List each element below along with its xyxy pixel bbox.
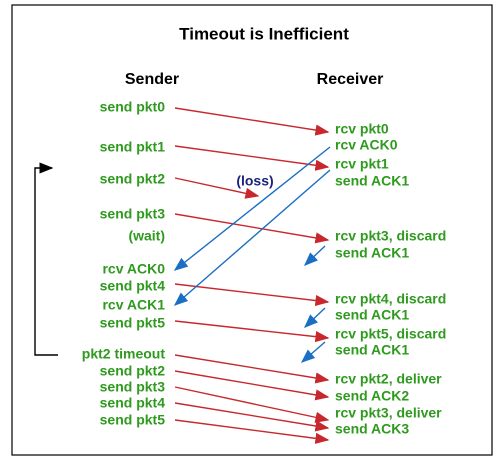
receiver-label: rcv pkt4, discard: [335, 291, 446, 307]
sender-label: send pkt5: [100, 315, 166, 331]
receiver-label: rcv pkt0: [335, 121, 389, 137]
arrow: [173, 169, 331, 306]
receiver-label: send ACK1: [335, 173, 409, 189]
receiver-label: rcv pkt1: [335, 156, 389, 172]
ack-arrows: [173, 146, 331, 363]
sender-label: send pkt1: [100, 139, 166, 155]
receiver-label: send ACK1: [335, 307, 409, 323]
loss-annotation: (loss): [236, 173, 273, 189]
sender-label: send pkt5: [100, 412, 166, 428]
receiver-label: rcv pkt5, discard: [335, 326, 446, 342]
packet-arrows: [174, 107, 330, 444]
frame: [11, 4, 493, 456]
arrow: [303, 245, 326, 266]
arrow: [174, 320, 330, 343]
sender-label: send pkt3: [100, 206, 166, 222]
receiver-header: Receiver: [317, 71, 384, 88]
sender-header: Sender: [125, 71, 179, 88]
receiver-label: send ACK2: [335, 388, 409, 404]
title: Timeout is Inefficient: [179, 24, 349, 43]
receiver-label: rcv pkt2, deliver: [335, 371, 442, 387]
arrow: [174, 213, 330, 244]
arrow: [303, 307, 326, 328]
sender-label: send pkt2: [100, 363, 166, 379]
receiver-label: rcv pkt3, deliver: [335, 405, 442, 421]
sender-label: send pkt4: [100, 395, 166, 411]
sender-label: rcv ACK0: [102, 261, 165, 277]
arrow: [174, 419, 330, 444]
sender-label: send pkt0: [100, 99, 166, 115]
sender-label: send pkt4: [100, 278, 166, 294]
sender-labels: send pkt0 send pkt1 send pkt2 send pkt3 …: [82, 99, 166, 428]
receiver-label: rcv ACK0: [335, 137, 398, 153]
sender-label: pkt2 timeout: [82, 346, 166, 362]
arrow: [174, 354, 330, 384]
arrow: [174, 107, 330, 136]
arrow: [173, 146, 331, 271]
receiver-label: send ACK1: [335, 245, 409, 261]
sender-label: rcv ACK1: [102, 297, 165, 313]
timeout-loop: [34, 162, 58, 356]
receiver-labels: rcv pkt0 rcv ACK0 rcv pkt1 send ACK1 rcv…: [335, 121, 446, 437]
arrow: [174, 386, 330, 423]
receiver-label: rcv pkt3, discard: [335, 228, 446, 244]
sender-label: send pkt2: [100, 171, 166, 187]
receiver-label: send ACK3: [335, 421, 409, 437]
arrow: [300, 341, 326, 363]
arrow: [174, 145, 330, 171]
arrow: [174, 283, 330, 307]
arrow: [174, 370, 330, 401]
sender-label: send pkt3: [100, 379, 166, 395]
receiver-label: send ACK1: [335, 342, 409, 358]
sender-label: (wait): [128, 228, 165, 244]
arrow: [174, 177, 260, 199]
arrow: [174, 402, 330, 432]
